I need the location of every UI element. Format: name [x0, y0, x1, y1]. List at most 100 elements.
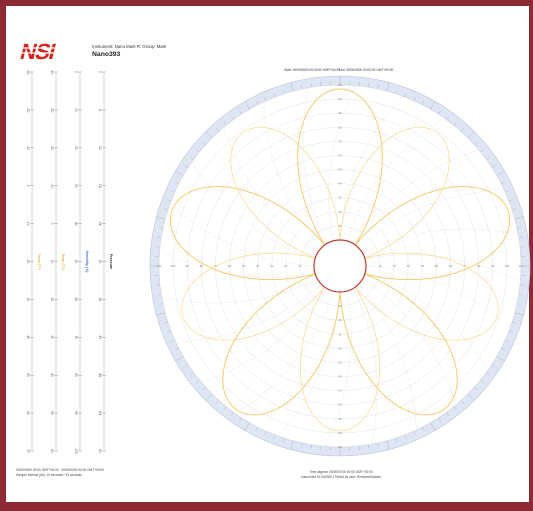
- band-tick: [264, 96, 267, 101]
- grid-spoke: [362, 278, 457, 405]
- scale-tick-label: -20: [50, 145, 54, 150]
- ring-scale-label: 50: [338, 168, 342, 172]
- band-tick: [170, 339, 175, 342]
- grid-spoke: [161, 278, 318, 304]
- band-tick: [158, 227, 163, 229]
- scale-tick-label: 50: [26, 373, 30, 377]
- svg-text:NSI: NSI: [18, 39, 58, 63]
- band-tick: [505, 339, 510, 342]
- grid-spoke: [169, 203, 315, 267]
- band-tick: [480, 379, 484, 383]
- ring-scale-label: 80: [477, 264, 481, 268]
- scale-tick-label: 70: [74, 335, 78, 339]
- band-tick: [223, 122, 227, 126]
- scale-tick-label: 20: [26, 260, 30, 264]
- ring-scale-label: 90: [186, 264, 190, 268]
- scale-tick-label: -40: [50, 70, 54, 75]
- scale-tick-label: 90: [74, 411, 78, 415]
- band-tick: [446, 116, 449, 120]
- scale-tick-label: 60: [74, 298, 78, 302]
- ring-scale-label: 100: [338, 97, 343, 101]
- band-tick: [460, 400, 464, 404]
- grid-spoke: [191, 161, 315, 260]
- scale-tick-label: 0: [26, 185, 30, 187]
- ring-scale-label: 40: [338, 182, 342, 186]
- ring-scale-label: 110: [338, 83, 343, 87]
- band-tick: [480, 149, 484, 153]
- band-tick: [231, 412, 234, 416]
- scale-tick-label: 0: [74, 71, 78, 73]
- ring-scale-label: 90: [338, 417, 342, 421]
- scale-tick-label: 10: [50, 260, 54, 264]
- grid-ring: [172, 98, 508, 434]
- scale-tick-label: 80: [74, 373, 78, 377]
- band-tick: [453, 122, 457, 126]
- band-tick: [496, 170, 505, 176]
- band-tick: [163, 321, 168, 324]
- band-tick: [273, 434, 276, 439]
- band-tick: [167, 330, 172, 333]
- grid-spoke: [358, 189, 505, 248]
- ring-scale-label: 110: [519, 264, 524, 268]
- ring-scale-label: 30: [338, 196, 342, 200]
- band-tick: [156, 312, 166, 316]
- band-tick: [273, 93, 276, 98]
- footer-center: Time aligned: 00/00/00 00:00:00 GMT+00:0…: [276, 470, 406, 479]
- scale-label: Temp (°F): [37, 253, 41, 270]
- scale-tick-label: 60: [50, 449, 54, 453]
- band-tick: [377, 84, 379, 89]
- scale-tick-label: 42: [98, 335, 102, 339]
- band-tick: [163, 208, 168, 211]
- scale-tick-label: 10: [74, 108, 78, 112]
- band-tick: [514, 312, 524, 316]
- band-tick: [190, 372, 194, 375]
- ring-scale-label: 50: [338, 360, 342, 364]
- band-tick: [264, 431, 267, 436]
- band-tick: [421, 427, 425, 431]
- scale-tick-label: 70: [26, 449, 30, 453]
- scale-tick-label: 30: [50, 335, 54, 339]
- band-tick: [301, 443, 303, 448]
- band-tick: [368, 83, 370, 88]
- chart-top-label-left: Start: 00/00/0000 00:00:00 GMT+00:00: [284, 68, 340, 72]
- scale-tick-label: 36: [98, 298, 102, 302]
- ring-scale-label: 70: [338, 139, 342, 143]
- nsi-logo: NSI: [18, 39, 70, 63]
- scale-tick-label: 12: [98, 146, 102, 150]
- band-tick: [170, 190, 175, 193]
- band-tick: [196, 379, 200, 383]
- band-tick: [512, 321, 517, 324]
- scale-tick-label: 60: [98, 449, 102, 453]
- grid-spoke: [235, 291, 334, 415]
- band-tick: [430, 101, 436, 110]
- ring-scale-label: 10: [338, 224, 342, 228]
- grid-spoke: [277, 291, 341, 437]
- band-tick: [184, 165, 189, 168]
- band-tick: [512, 208, 517, 211]
- scale-tick-label: 0: [50, 223, 54, 225]
- scale-tick-label: 40: [74, 222, 78, 226]
- grid-spoke: [358, 284, 417, 431]
- band-tick: [467, 393, 475, 401]
- band-tick: [413, 96, 416, 101]
- band-tick: [491, 165, 496, 168]
- chart-page: NSI Instrument: Nano Mark R: Group: Mark…: [6, 6, 531, 502]
- band-tick: [310, 444, 312, 449]
- band-tick: [377, 443, 379, 448]
- ring-scale-label: 30: [407, 264, 411, 268]
- ring-scale-label: 50: [242, 264, 246, 268]
- scale-tick-label: 18: [98, 184, 102, 188]
- ring-scale-label: 10: [338, 304, 342, 308]
- band-tick: [453, 406, 457, 410]
- center-hub: [313, 239, 367, 293]
- band-tick: [508, 199, 513, 202]
- ring-scale-label: 10: [298, 264, 302, 268]
- ring-scale-label: 40: [338, 346, 342, 350]
- grid-spoke: [365, 272, 489, 371]
- footer-left: 00/00/0000 00:00 GMT+00:00 - 00/00/0000 …: [16, 468, 104, 477]
- band-tick: [517, 227, 522, 229]
- footer-aligned: Time aligned: 00/00/00 00:00:00 GMT+00:0…: [309, 470, 373, 474]
- band-tick: [301, 84, 303, 89]
- band-tick: [518, 236, 523, 238]
